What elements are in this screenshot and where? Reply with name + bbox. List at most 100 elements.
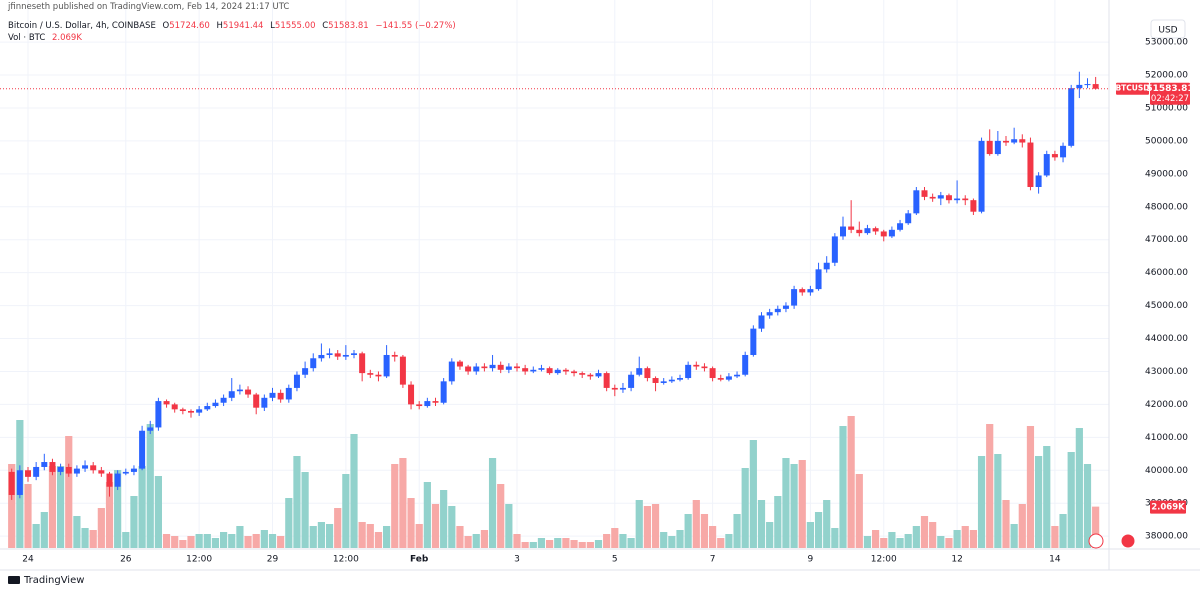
- candle-body: [897, 223, 904, 230]
- volume-bar: [350, 434, 358, 548]
- candle-body: [538, 368, 545, 370]
- currency[interactable]: USD: [1158, 26, 1177, 36]
- candle-body: [25, 470, 31, 477]
- candle-body: [652, 378, 659, 383]
- candles: [8, 71, 1099, 500]
- flag-icon[interactable]: [1120, 533, 1136, 549]
- volume-bar: [203, 534, 211, 548]
- candle-body: [155, 401, 162, 428]
- event-icon[interactable]: [1088, 533, 1104, 549]
- candle-body: [334, 353, 341, 357]
- volume-bar: [334, 508, 342, 548]
- y-tick-label: 50000.00: [1145, 136, 1188, 146]
- volume-bar: [717, 538, 725, 548]
- volume-bar: [366, 524, 374, 548]
- y-tick-label: 43000.00: [1145, 367, 1188, 377]
- volume-bar: [211, 538, 220, 548]
- candle-body: [342, 354, 349, 357]
- candle-body: [440, 381, 447, 403]
- candle-body: [57, 466, 64, 472]
- y-tick-label: 38000.00: [1145, 532, 1188, 542]
- y-tick-label: 47000.00: [1145, 235, 1188, 245]
- candle-body: [1092, 84, 1099, 89]
- volume-bar: [635, 500, 643, 548]
- volume-bar: [847, 416, 855, 548]
- volume-bar: [546, 540, 554, 548]
- price-tag-value: 51583.81: [1146, 84, 1193, 94]
- volume-bar: [578, 542, 586, 548]
- volume-bar: [709, 526, 717, 548]
- candle-body: [856, 229, 863, 234]
- candle-body: [587, 374, 594, 377]
- volume-bar: [309, 526, 317, 548]
- legend-value: 51941.44: [222, 21, 264, 31]
- candle-body: [554, 369, 561, 374]
- volume-bar: [684, 514, 692, 548]
- legend-key: L: [270, 21, 275, 31]
- candle-body: [106, 473, 113, 487]
- volume-bar: [1043, 446, 1051, 548]
- candle-body: [628, 374, 635, 388]
- candle-body: [285, 387, 292, 400]
- y-tick-label: 46000.00: [1145, 268, 1188, 278]
- volume-bar: [562, 538, 570, 548]
- volume-bar: [912, 526, 920, 548]
- legend-key: O: [162, 21, 170, 31]
- volume-bar: [725, 534, 733, 548]
- candle-body: [782, 305, 789, 309]
- volume-bar: [48, 466, 57, 548]
- candle-body: [685, 364, 692, 379]
- volume-bar: [236, 526, 244, 548]
- volume-bar: [1051, 526, 1059, 548]
- y-tick-label: 40000.00: [1145, 466, 1188, 476]
- candle-body: [611, 387, 618, 390]
- candle-body: [456, 361, 463, 367]
- volume-bar: [945, 538, 953, 548]
- candle-body: [579, 373, 586, 375]
- y-tick-label: 45000.00: [1145, 301, 1188, 311]
- candle-body: [359, 353, 366, 374]
- volume-bar: [448, 506, 456, 548]
- candle-body: [864, 228, 871, 234]
- candle-body: [253, 394, 260, 408]
- volume-bar: [162, 534, 171, 548]
- volume-bar: [8, 464, 16, 548]
- volume-bar: [920, 516, 929, 548]
- footer-logo: [8, 576, 20, 584]
- legend-value: 51724.60: [169, 21, 210, 31]
- volume-bar: [1010, 524, 1018, 548]
- candle-body: [848, 226, 855, 230]
- candle-body: [220, 397, 227, 403]
- candle-body: [562, 369, 569, 372]
- candle-body: [1060, 145, 1067, 158]
- candle-body: [8, 471, 15, 495]
- candle-body: [391, 354, 398, 357]
- volume-bar: [171, 536, 179, 548]
- volume-bar: [195, 534, 203, 548]
- legend-key: H: [216, 21, 223, 31]
- volume-bar: [1092, 506, 1100, 548]
- volume-bar: [692, 500, 700, 548]
- candle-body: [269, 392, 276, 398]
- candle-body: [945, 195, 952, 201]
- currency-box[interactable]: [1150, 19, 1186, 39]
- volume-bar: [521, 542, 529, 548]
- candle-body: [1011, 139, 1018, 143]
- candle-body: [318, 354, 325, 359]
- candle-body: [171, 404, 178, 410]
- volume-bar: [823, 500, 831, 548]
- volume-bar: [374, 532, 383, 548]
- volume-bar: [994, 454, 1002, 548]
- candle-body: [489, 364, 496, 369]
- volume-bar: [464, 536, 472, 548]
- volume-bar: [244, 536, 252, 548]
- candle-body: [750, 328, 757, 355]
- candle-body: [375, 374, 382, 377]
- x-tick-label: 9: [808, 555, 814, 565]
- candle-body: [937, 195, 944, 199]
- volume-bar: [937, 536, 945, 548]
- candle-body: [888, 229, 895, 237]
- volume-bar: [904, 534, 912, 548]
- volume-bar: [358, 522, 366, 548]
